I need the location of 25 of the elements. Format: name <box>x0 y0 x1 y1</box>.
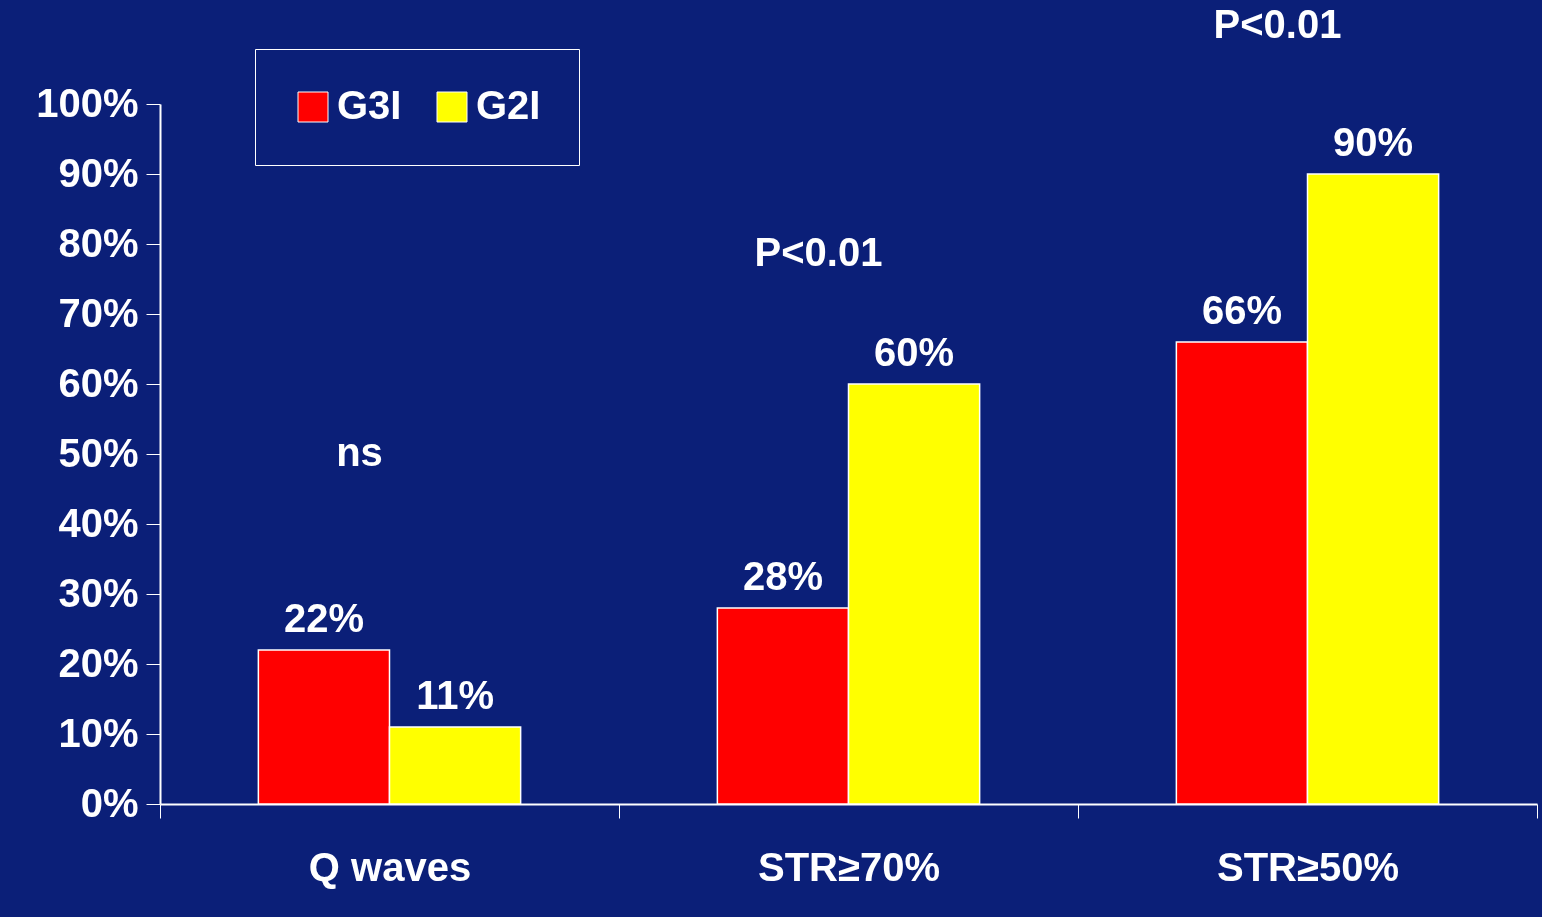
annotation: P<0.01 <box>754 230 883 274</box>
x-tick-label: Q waves <box>308 844 472 889</box>
y-tick-label: 0% <box>80 780 139 825</box>
y-tick-label: 60% <box>58 360 139 405</box>
y-tick-label: 20% <box>58 640 139 685</box>
data-label: 60% <box>874 330 955 374</box>
y-tick-label: 100% <box>36 80 139 125</box>
legend-label: G2I <box>476 83 541 127</box>
data-label: 28% <box>742 554 823 598</box>
y-tick-label: 90% <box>58 150 139 195</box>
data-label: 90% <box>1333 120 1414 164</box>
legend-label: G3I <box>337 83 402 127</box>
y-tick-label: 50% <box>58 430 139 475</box>
x-tick-label: STR≥50% <box>1216 844 1400 889</box>
text: P<0.01 <box>1213 2 1342 46</box>
x-tick-label: STR≥70% <box>757 844 941 889</box>
annotation: ns <box>336 430 383 474</box>
y-tick-label: 40% <box>58 500 139 545</box>
data-label: 66% <box>1201 288 1282 332</box>
y-tick-label: 80% <box>58 220 139 265</box>
data-label: 11% <box>416 673 494 717</box>
y-tick-label: 10% <box>58 710 139 755</box>
data-label: 22% <box>283 596 364 640</box>
y-tick-label: 70% <box>58 290 139 335</box>
y-tick-label: 30% <box>58 570 139 615</box>
